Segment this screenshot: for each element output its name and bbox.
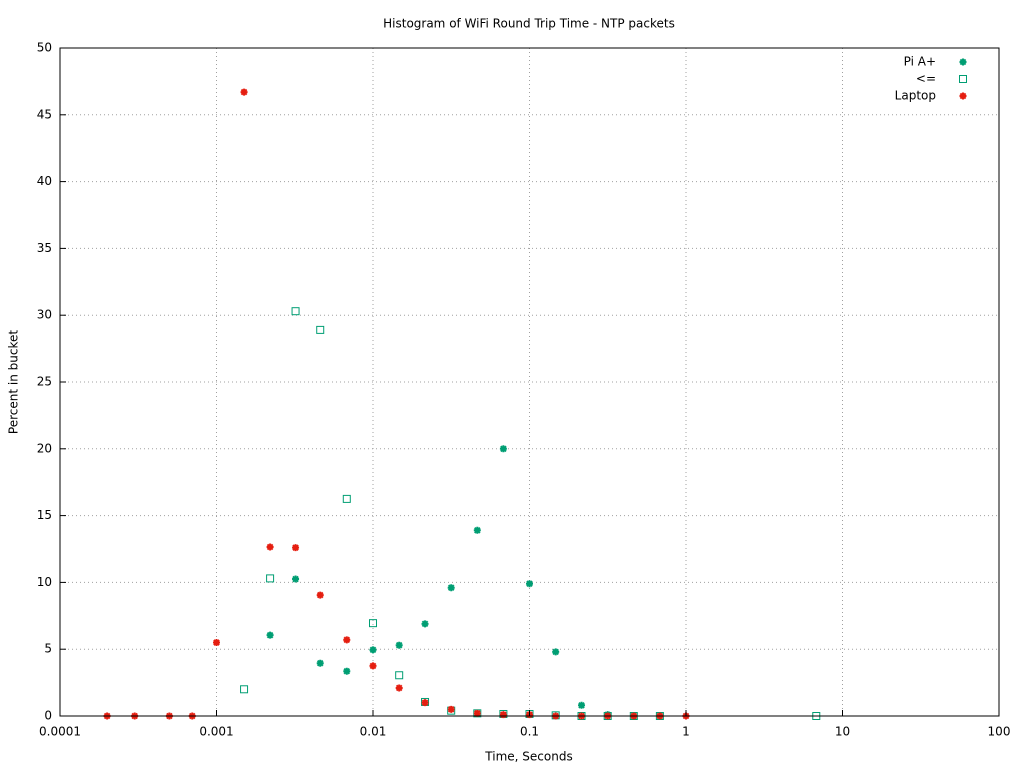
grid [59,47,1000,717]
point [213,639,220,647]
point [421,699,429,707]
point [266,631,274,639]
legend-label: Pi A+ [904,55,936,69]
point [240,88,248,96]
legend-marker [959,75,967,83]
chart-title: Histogram of WiFi Round Trip Time - NTP … [383,17,675,31]
point [369,646,377,654]
point [499,445,507,453]
point [473,526,481,534]
y-tick-label: 20 [37,441,52,455]
x-tick-label: 1 [682,725,690,739]
point [342,494,351,503]
y-tick-label: 35 [37,241,52,255]
x-tick-label: 0.001 [199,725,233,739]
point [552,648,560,656]
point [343,636,351,644]
point [395,684,403,692]
y-tick-label: 45 [37,107,52,121]
point [266,574,275,583]
point [526,580,533,588]
point [291,307,300,316]
point [421,620,429,628]
y-tick-label: 30 [37,308,52,322]
point [369,619,377,628]
point [499,711,507,719]
y-tick-label: 50 [37,41,52,55]
point [240,685,249,694]
x-tick-label: 100 [988,725,1011,739]
x-tick-label: 0.0001 [39,725,81,739]
point [292,544,300,552]
y-axis-label: Percent in bucket [7,330,21,434]
x-axis-label: Time, Seconds [484,750,572,764]
point [343,667,351,675]
y-tick-label: 0 [44,709,52,723]
legend-label: <= [916,72,936,86]
legend-marker [959,58,967,66]
plot-area [103,88,821,720]
x-tick-label: 0.1 [520,725,539,739]
point [473,709,481,717]
point [316,659,324,667]
point [369,662,377,670]
point [447,584,455,592]
y-tick-label: 5 [44,642,52,656]
y-tick-label: 15 [37,508,52,522]
point [395,641,403,649]
y-tick-label: 25 [37,375,52,389]
point [266,543,274,551]
point [316,325,325,334]
point [316,591,324,599]
legend-label: Laptop [895,89,936,103]
x-tick-label: 0.01 [360,725,387,739]
x-tick-label: 10 [835,725,850,739]
point [395,671,404,680]
y-tick-label: 40 [37,174,52,188]
point [447,705,455,713]
point [292,575,300,583]
legend-marker [959,92,967,100]
y-tick-label: 10 [37,575,52,589]
point [578,701,586,709]
